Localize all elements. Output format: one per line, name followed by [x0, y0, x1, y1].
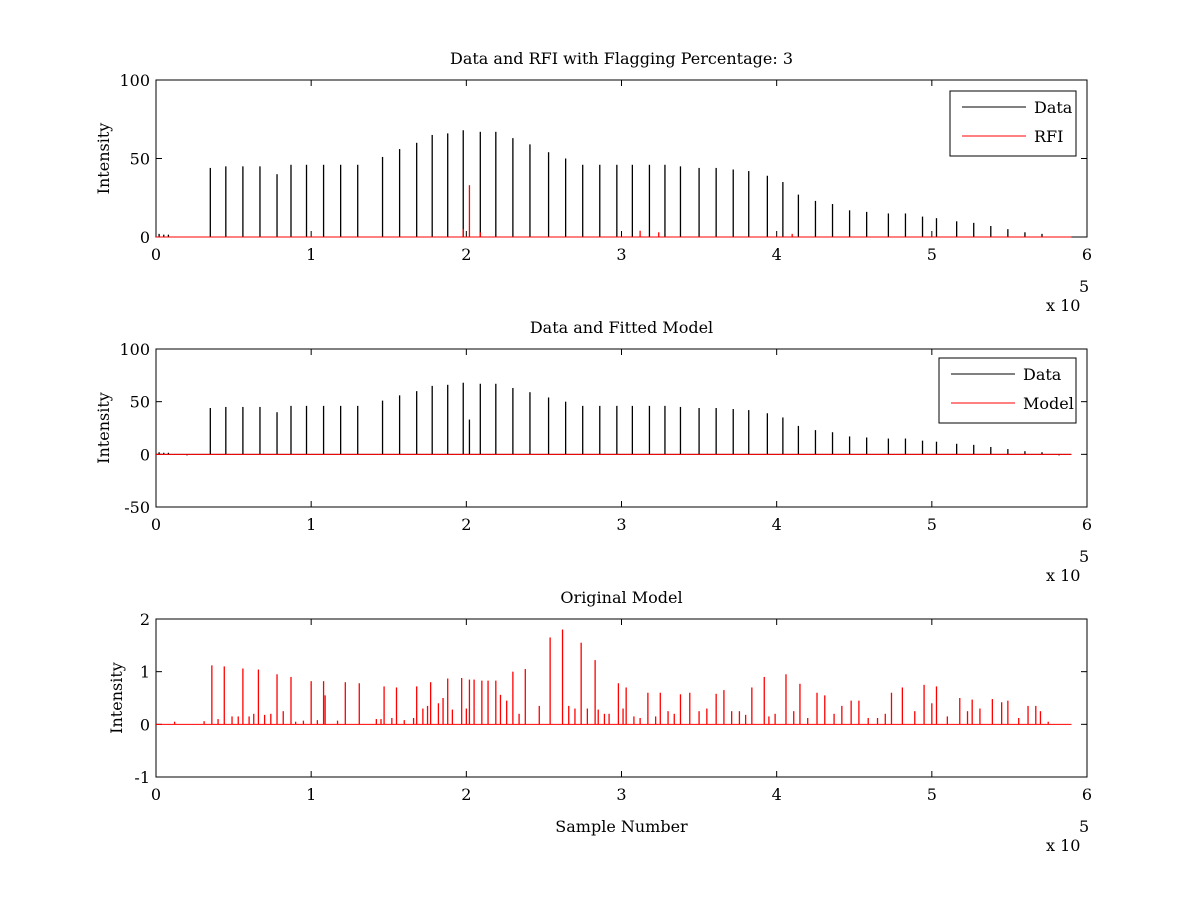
x-multiplier-label: x 10 — [1046, 836, 1080, 855]
legend-entry: RFI — [1034, 127, 1063, 146]
y-axis-label: Intensity — [94, 123, 113, 195]
y-tick-label: -1 — [134, 768, 150, 787]
x-multiplier-exponent: 5 — [1079, 547, 1089, 566]
series-data — [156, 382, 1072, 456]
x-tick-label: 3 — [616, 515, 626, 534]
y-tick-label: -50 — [124, 498, 150, 517]
x-tick-label: 1 — [306, 785, 316, 804]
x-multiplier-label: x 10 — [1046, 296, 1080, 315]
axes-frame — [155, 618, 1088, 778]
chart-title: Data and Fitted Model — [530, 318, 713, 337]
x-multiplier-exponent: 5 — [1079, 277, 1089, 296]
y-axis-label: Intensity — [94, 392, 113, 464]
y-tick-label: 1 — [140, 663, 150, 682]
x-tick-label: 5 — [927, 515, 937, 534]
x-tick-label: 5 — [927, 245, 937, 264]
legend-entry: Data — [1034, 98, 1073, 117]
x-tick-label: 5 — [927, 785, 937, 804]
x-tick-label: 2 — [461, 785, 471, 804]
legend-box — [938, 357, 1077, 424]
y-tick-label: 100 — [119, 340, 150, 359]
series-rfi — [156, 185, 1072, 238]
x-tick-label: 3 — [616, 785, 626, 804]
chart-title: Data and RFI with Flagging Percentage: 3 — [450, 49, 793, 68]
y-tick-label: 50 — [130, 393, 150, 412]
y-tick-label: 0 — [140, 445, 150, 464]
legend-entry: Data — [1023, 365, 1062, 384]
axes-frame — [155, 79, 1088, 238]
legend: Data Model — [938, 357, 1077, 424]
x-tick-label: 4 — [772, 245, 782, 264]
y-tick-label: 50 — [130, 150, 150, 169]
x-tick-label: 6 — [1082, 245, 1092, 264]
x-multiplier-exponent: 5 — [1079, 817, 1089, 836]
x-tick-label: 1 — [306, 515, 316, 534]
legend-entry: Model — [1023, 394, 1074, 413]
axes-frame — [155, 348, 1088, 508]
legend: Data RFI — [949, 90, 1077, 157]
x-tick-label: 1 — [306, 245, 316, 264]
x-tick-label: 0 — [151, 245, 161, 264]
y-tick-label: 0 — [140, 715, 150, 734]
x-tick-label: 2 — [461, 515, 471, 534]
y-axis-label: Intensity — [107, 662, 126, 734]
y-tick-label: 100 — [119, 71, 150, 90]
x-tick-label: 4 — [772, 515, 782, 534]
legend-box — [949, 90, 1077, 157]
x-tick-label: 3 — [616, 245, 626, 264]
x-tick-label: 0 — [151, 785, 161, 804]
x-tick-label: 4 — [772, 785, 782, 804]
chart-title: Original Model — [560, 588, 682, 607]
x-tick-label: 2 — [461, 245, 471, 264]
x-multiplier-label: x 10 — [1046, 566, 1080, 585]
x-axis-label: Sample Number — [555, 817, 688, 836]
y-tick-label: 0 — [140, 228, 150, 247]
series-model-signal — [156, 629, 1072, 725]
y-tick-label: 2 — [140, 610, 150, 629]
x-tick-label: 6 — [1082, 515, 1092, 534]
x-tick-label: 0 — [151, 515, 161, 534]
x-tick-label: 6 — [1082, 785, 1092, 804]
